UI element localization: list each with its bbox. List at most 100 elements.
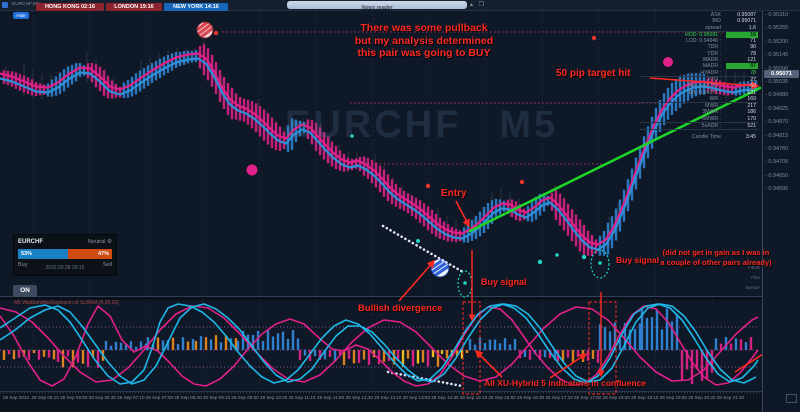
buy-label: Buy <box>18 262 28 268</box>
annotation-note: (did not get in gain as I was in a coupl… <box>650 248 782 267</box>
chart-watermark: EURCHF M5 <box>285 104 558 147</box>
window-control-icons[interactable]: ▴ ❒ <box>470 2 487 8</box>
time-tick: 28 Sep 12:30 <box>345 395 373 400</box>
stat-row: WL: 0.94271 : 101 <box>640 90 758 96</box>
time-tick: 28 Sep 09:10 <box>202 395 231 400</box>
stat-value: 97 <box>726 63 758 70</box>
stat-label: ASK <box>710 12 721 18</box>
time-tick: 28 Sep 10:30 <box>259 395 288 400</box>
stat-row: LOD: 0.94946 : 71 <box>640 38 758 44</box>
price-tick: - 0.95200 <box>765 38 789 45</box>
stat-row: spread 1.6 <box>640 25 758 32</box>
stat-row: BID 0.95071 <box>640 18 758 24</box>
time-tick: 28 Sep 21:10 <box>716 395 745 400</box>
time-tick: 28 Sep 15:50 <box>488 395 516 400</box>
price-tick: - 0.94650 <box>765 172 789 179</box>
annotation-confluence: All XU-Hybrid 5 indicators in confluence <box>484 378 646 388</box>
time-tick: 28 Sep 07:10 <box>117 395 145 400</box>
on-toggle-button[interactable]: ON <box>13 285 37 297</box>
stat-row: HOD: 0.95091 : 16 <box>640 31 758 38</box>
stat-label: 3MWR : <box>702 109 721 116</box>
time-tick: 28 Sep 17:50 <box>574 395 602 400</box>
stat-row: ASK 0.95087 <box>640 12 758 18</box>
price-tick: - 0.94980 <box>765 92 789 99</box>
price-tick: - 0.94705 <box>765 159 789 166</box>
scroll-corner-icon[interactable] <box>786 394 797 403</box>
stat-row: TDR : 90 <box>640 44 758 50</box>
stat-row: HYADR : 78 <box>640 70 758 77</box>
stat-row: WR : 169 <box>640 95 758 104</box>
stat-row: 5xADR : 521 <box>640 123 758 131</box>
stat-label: LOD: 0.94946 : <box>685 38 721 45</box>
time-tick: 28 Sep 18:30 <box>602 395 630 400</box>
time-tick: 28 Sep 15:10 <box>459 395 488 400</box>
session-clock-london: LONDON 19:16 <box>106 3 162 11</box>
hide-button[interactable]: Hide <box>13 12 29 19</box>
stat-value: 121 <box>747 57 756 64</box>
stat-value: 0.95071 <box>737 18 756 25</box>
buy-sell-gauge: 53% 47% <box>18 249 112 259</box>
price-tick: - 0.94595 <box>765 186 789 193</box>
price-tick: - 0.95090 <box>765 65 789 72</box>
time-tick: 28 Sep 11:50 <box>317 395 345 400</box>
price-tick: - 0.94815 <box>765 132 789 139</box>
annotation-pullback-line3: this pair was going to BUY <box>357 47 491 59</box>
price-tick: - 0.95310 <box>765 12 789 18</box>
stat-label: spread <box>705 24 721 31</box>
level-label-fibor: FiboR <box>747 265 760 270</box>
time-tick: 28 Sep 19:10 <box>631 395 659 400</box>
stat-value: 217 <box>747 103 756 110</box>
watermark-timeframe: M5 <box>499 104 559 146</box>
stat-row: PTO : 27 <box>640 77 758 83</box>
stat-label: WADR : <box>702 57 721 64</box>
stat-value: 90 <box>750 44 756 51</box>
price-axis[interactable]: - 0.95310 - 0.95255 - 0.95200 - 0.95145 - 0.… <box>762 0 800 412</box>
meter-status: Neutral <box>87 239 106 245</box>
stat-row: 6MWR : 170 <box>640 115 758 124</box>
stat-row: Candle Time 3:45 <box>640 134 758 140</box>
stat-label: MADR : <box>702 63 721 70</box>
stat-row: WADR : 121 <box>640 57 758 63</box>
sell-label: Sell <box>102 262 112 268</box>
news-reader-bar[interactable]: News reader <box>287 1 467 11</box>
time-tick: 28 Sep 05:10 <box>31 395 59 400</box>
stat-label: WH: 0.95781 : <box>687 83 721 90</box>
level-label-fibo: Fibo <box>751 275 760 280</box>
stat-value: 169 <box>747 95 756 102</box>
annotation-divergence: Bullish divergence <box>358 303 443 314</box>
indicator-name-label: M5 WaddahAttarExplosion of SLWMA [9,26,2… <box>14 300 119 306</box>
time-axis[interactable]: 28 Sep 2022 28 Sep 05:10 28 Sep 05:50 28 Se… <box>0 392 800 412</box>
annotation-pullback-line2: but my analysis determined <box>354 34 494 47</box>
stat-value: 1.6 <box>748 24 756 31</box>
stat-row: 3MWR : 186 <box>640 109 758 115</box>
stat-label: PTO : <box>707 76 721 83</box>
price-tick: - 0.94925 <box>765 105 789 112</box>
stat-value: 0.95087 <box>737 12 756 18</box>
time-tick: 28 Sep 13:50 <box>402 395 431 400</box>
meter-timestamp: 2022.09.28 20:15 <box>45 265 85 271</box>
symbol-icon[interactable] <box>2 2 8 8</box>
time-tick: 28 Sep 16:30 <box>516 395 545 400</box>
meter-symbol: EURCHF <box>18 239 43 245</box>
session-clock-new-york: NEW YORK 14:16 <box>164 3 228 11</box>
time-tick: 28 Sep 09:50 <box>231 395 259 400</box>
news-reader-label: News reader <box>361 5 393 11</box>
time-tick: 28 Sep 11:10 <box>288 395 316 400</box>
gear-icon[interactable]: ⚙ <box>107 239 112 245</box>
time-tick: 28 Sep 13:10 <box>374 395 402 400</box>
buy-percentage: 53% <box>18 249 68 259</box>
stat-label: HYADR : <box>700 69 721 76</box>
annotation-pullback: There was some pullback but my analysis … <box>348 22 500 60</box>
stat-value: 3:45 <box>745 134 756 141</box>
stat-value: 186 <box>747 109 756 116</box>
price-tick: - 0.95035 <box>765 79 789 85</box>
stat-label: MWR : <box>705 103 721 110</box>
stat-value: 78 <box>750 50 756 57</box>
annotation-target: 50 pip target hit <box>556 68 631 79</box>
stat-label: HOD: 0.95091 : <box>684 31 721 38</box>
stat-value: 170 <box>747 115 756 122</box>
price-tick: - 0.95145 <box>765 52 789 59</box>
level-label-semaf: SemaF <box>745 285 760 290</box>
stat-value: 521 <box>747 123 756 130</box>
